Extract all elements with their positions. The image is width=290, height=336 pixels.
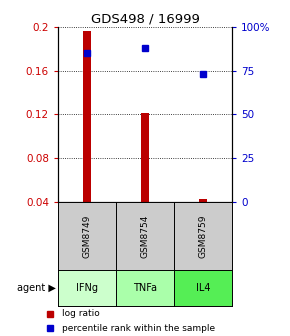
Text: agent ▶: agent ▶	[17, 283, 56, 293]
Text: GSM8759: GSM8759	[198, 214, 208, 258]
Bar	[83, 31, 91, 202]
Text: IFNg: IFNg	[76, 283, 98, 293]
Text: GSM8749: GSM8749	[82, 214, 92, 258]
Bar	[199, 200, 207, 202]
Title: GDS498 / 16999: GDS498 / 16999	[90, 13, 200, 26]
Text: log ratio: log ratio	[62, 309, 99, 318]
Text: GSM8754: GSM8754	[140, 214, 150, 258]
Bar	[141, 113, 149, 202]
Text: percentile rank within the sample: percentile rank within the sample	[62, 324, 215, 333]
Text: TNFa: TNFa	[133, 283, 157, 293]
Text: IL4: IL4	[196, 283, 210, 293]
